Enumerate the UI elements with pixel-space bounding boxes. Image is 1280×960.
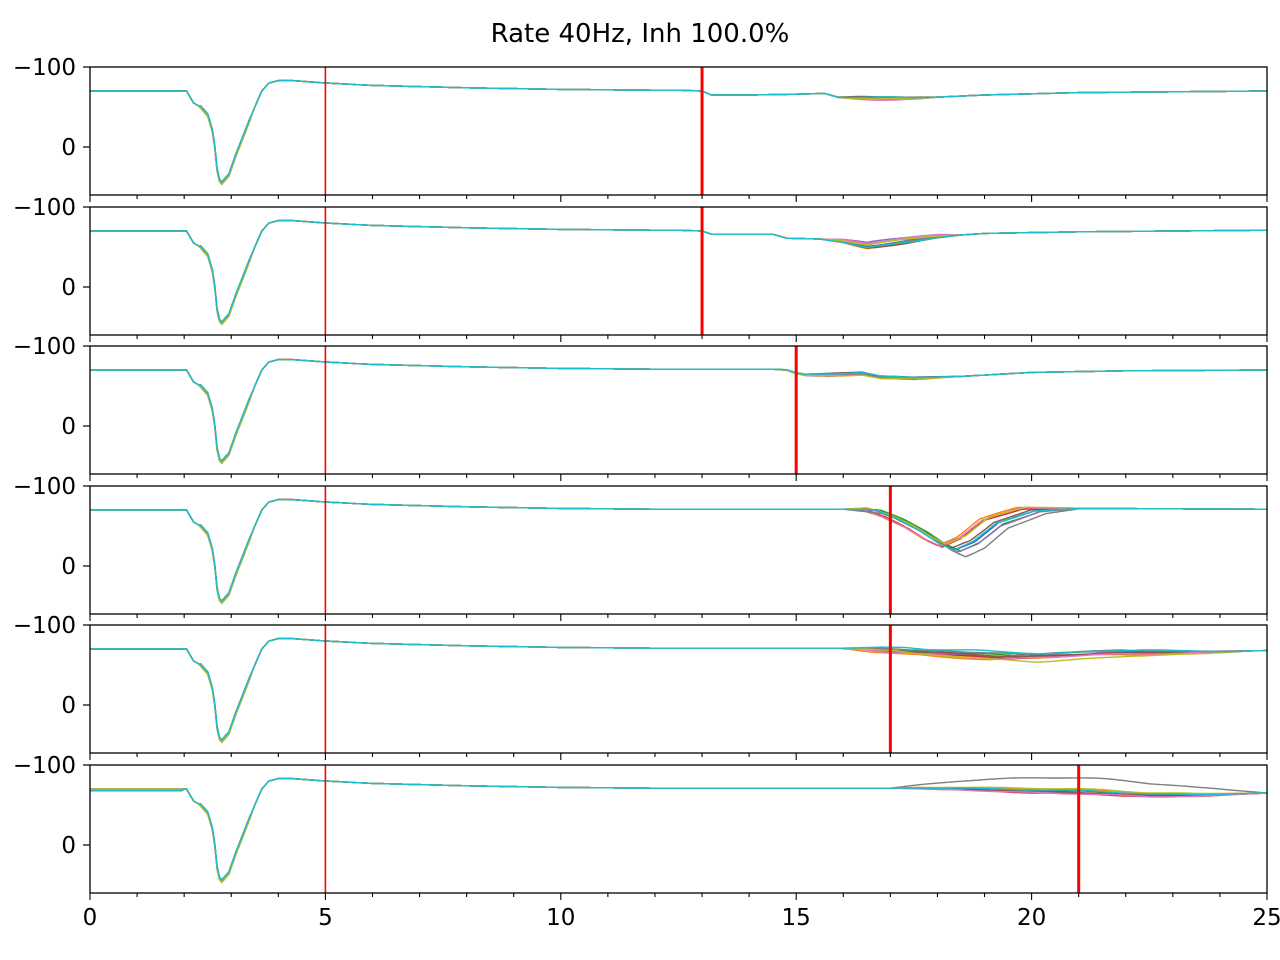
y-tick-label: −100: [13, 613, 76, 639]
trace-6: [90, 358, 1267, 465]
axes-frame: [89, 624, 1268, 754]
trace-2: [90, 358, 1267, 464]
trace-3: [90, 79, 1267, 186]
x-tick-label: 10: [546, 905, 575, 931]
y-tick-label: −100: [13, 195, 76, 221]
axes-frame: [89, 485, 1268, 615]
trace-8: [90, 219, 1267, 325]
trace-7: [90, 498, 1267, 602]
y-tick-label: −100: [13, 334, 76, 360]
x-tick-label: 5: [318, 905, 333, 931]
trace-10: [90, 498, 1267, 602]
axes-frame: [89, 206, 1268, 336]
trace-6: [90, 219, 1267, 326]
panel-3-traces: [90, 358, 1267, 465]
panel-5: −100 0: [13, 613, 1268, 760]
trace-5: [90, 358, 1267, 464]
trace-7: [90, 358, 1267, 462]
axes-frame: [89, 764, 1268, 894]
trace-9: [90, 498, 1267, 605]
y-tick-label: 0: [61, 275, 76, 301]
trace-5: [90, 79, 1267, 185]
x-tick-label: 15: [782, 905, 811, 931]
trace-1: [90, 498, 1267, 602]
trace-1: [90, 358, 1267, 462]
y-tick-label: −100: [13, 474, 76, 500]
trace-10: [90, 79, 1267, 183]
trace-7: [90, 219, 1267, 323]
panel-4-traces: [90, 498, 1267, 605]
trace-10: [90, 219, 1267, 323]
panel-6: −100 0 0 5 10 15 20 25: [13, 753, 1280, 931]
y-tick-label: 0: [61, 693, 76, 719]
x-tick-label: 0: [83, 905, 98, 931]
trace-10: [90, 358, 1267, 462]
trace-5: [90, 219, 1267, 325]
x-tick-label: 25: [1252, 905, 1280, 931]
trace-10: [90, 637, 1267, 741]
plots-area: −100 0 −100 0 −100 0 −100 0 −100 0 −100 0 0 5 10 15 20 25: [13, 55, 1280, 931]
trace-8: [90, 498, 1267, 604]
trace-1: [90, 79, 1267, 183]
trace-8: [90, 79, 1267, 185]
panel-5-traces: [90, 637, 1267, 744]
y-tick-label: −100: [13, 55, 76, 81]
panel-1: −100 0: [13, 55, 1268, 202]
panel-6-traces: [90, 777, 1267, 884]
axes-frame: [89, 66, 1268, 196]
trace-6: [90, 637, 1267, 744]
y-tick-label: 0: [61, 554, 76, 580]
y-tick-label: 0: [61, 414, 76, 440]
trace-1: [90, 219, 1267, 323]
trace-4: [90, 219, 1267, 323]
y-tick-label: 0: [61, 833, 76, 859]
trace-8: [90, 358, 1267, 464]
trace-7: [90, 777, 1267, 881]
trace-2: [90, 79, 1267, 185]
panel-1-traces: [90, 79, 1267, 186]
x-tick-label: 20: [1017, 905, 1046, 931]
trace-6: [90, 79, 1267, 186]
trace-2: [90, 498, 1267, 604]
trace-4: [90, 358, 1267, 462]
trace-9: [90, 79, 1267, 186]
trace-7: [90, 79, 1267, 183]
trace-5: [90, 498, 1267, 604]
trace-4: [90, 498, 1267, 602]
trace-2: [90, 219, 1267, 325]
trace-6: [90, 498, 1267, 605]
y-tick-label: 0: [61, 135, 76, 161]
panel-2-traces: [90, 219, 1267, 326]
trace-9: [90, 219, 1267, 326]
panel-4: −100 0: [13, 474, 1268, 621]
axes-frame: [89, 345, 1268, 475]
y-tick-label: −100: [13, 753, 76, 779]
panel-3: −100 0: [13, 334, 1268, 481]
trace-9: [90, 358, 1267, 465]
trace-4: [90, 79, 1267, 183]
panel-2: −100 0: [13, 195, 1268, 342]
trace-3: [90, 498, 1267, 605]
trace-3: [90, 219, 1267, 326]
trace-10: [90, 777, 1267, 881]
trace-3: [90, 358, 1267, 465]
figure-title: Rate 40Hz, Inh 100.0%: [491, 19, 790, 49]
